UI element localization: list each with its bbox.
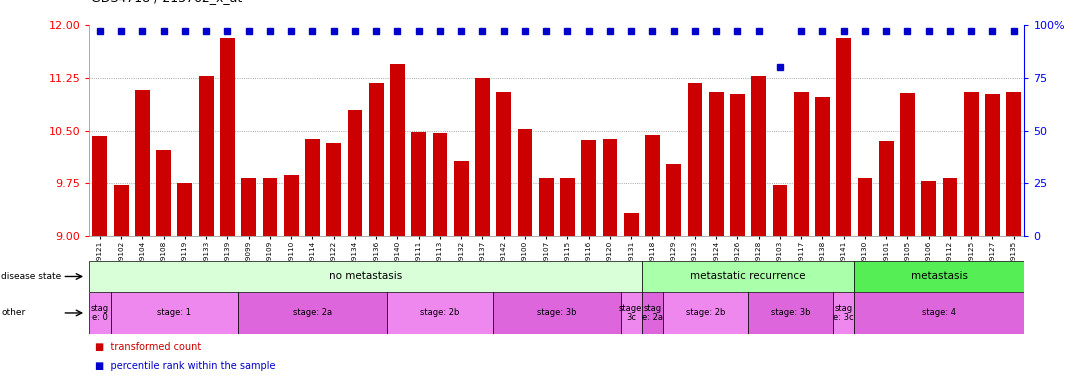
Text: stage: 3b: stage: 3b — [537, 308, 577, 318]
Text: stage: 2b: stage: 2b — [421, 308, 459, 318]
Text: stag
e: 2a: stag e: 2a — [642, 304, 663, 322]
Bar — [748, 292, 833, 334]
Bar — [858, 179, 873, 236]
Bar — [89, 292, 111, 334]
Text: stag
e: 0: stag e: 0 — [90, 304, 109, 322]
Bar — [496, 92, 511, 236]
Bar — [284, 175, 299, 236]
Bar — [156, 150, 171, 236]
Bar — [199, 76, 214, 236]
Bar — [539, 178, 554, 236]
Bar — [134, 90, 150, 236]
Text: GDS4718 / 213762_x_at: GDS4718 / 213762_x_at — [91, 0, 243, 4]
Bar — [666, 164, 681, 236]
Bar — [794, 92, 809, 236]
Bar — [89, 261, 641, 292]
Text: stag
e: 3c: stag e: 3c — [834, 304, 854, 322]
Text: ■  transformed count: ■ transformed count — [95, 342, 201, 352]
Bar — [688, 83, 703, 236]
Text: stage:
3c: stage: 3c — [618, 304, 645, 322]
Bar — [879, 141, 894, 236]
Bar — [603, 139, 618, 236]
Bar — [854, 261, 1024, 292]
Bar — [111, 292, 238, 334]
Text: disease state: disease state — [1, 272, 61, 281]
Bar — [454, 161, 469, 236]
Bar — [390, 64, 405, 236]
Bar — [900, 93, 915, 236]
Bar — [624, 213, 639, 236]
Bar — [114, 185, 129, 236]
Text: ■  percentile rank within the sample: ■ percentile rank within the sample — [95, 361, 275, 371]
Bar — [560, 178, 575, 236]
Bar — [964, 92, 979, 236]
Bar — [220, 38, 235, 236]
Bar — [178, 183, 193, 236]
Text: stage: 1: stage: 1 — [157, 308, 192, 318]
Bar — [369, 83, 384, 236]
Bar — [93, 136, 108, 236]
Bar — [475, 78, 490, 236]
Bar — [581, 140, 596, 236]
Bar — [433, 132, 448, 236]
Bar — [326, 143, 341, 236]
Bar — [641, 261, 854, 292]
Text: no metastasis: no metastasis — [329, 271, 402, 281]
Text: stage: 2a: stage: 2a — [293, 308, 332, 318]
Bar — [836, 38, 851, 236]
Bar — [943, 178, 958, 236]
Bar — [921, 181, 936, 236]
Bar — [621, 292, 641, 334]
Bar — [305, 139, 320, 236]
Bar — [386, 292, 493, 334]
Bar — [833, 292, 854, 334]
Bar — [773, 185, 788, 236]
Bar — [348, 110, 363, 236]
Bar — [1006, 92, 1021, 236]
Bar — [518, 129, 533, 236]
Bar — [985, 94, 1000, 236]
Bar — [730, 94, 745, 236]
Bar — [751, 76, 766, 236]
Bar — [854, 292, 1024, 334]
Bar — [411, 132, 426, 236]
Bar — [645, 136, 660, 236]
Text: metastasis: metastasis — [911, 271, 967, 281]
Text: other: other — [1, 308, 26, 318]
Text: stage: 2b: stage: 2b — [685, 308, 725, 318]
Bar — [815, 98, 830, 236]
Text: stage: 3b: stage: 3b — [770, 308, 810, 318]
Bar — [663, 292, 748, 334]
Bar — [493, 292, 621, 334]
Bar — [241, 178, 256, 236]
Bar — [641, 292, 663, 334]
Bar — [238, 292, 387, 334]
Bar — [709, 92, 724, 236]
Text: metastatic recurrence: metastatic recurrence — [691, 271, 806, 281]
Bar — [263, 179, 278, 236]
Text: stage: 4: stage: 4 — [922, 308, 957, 318]
